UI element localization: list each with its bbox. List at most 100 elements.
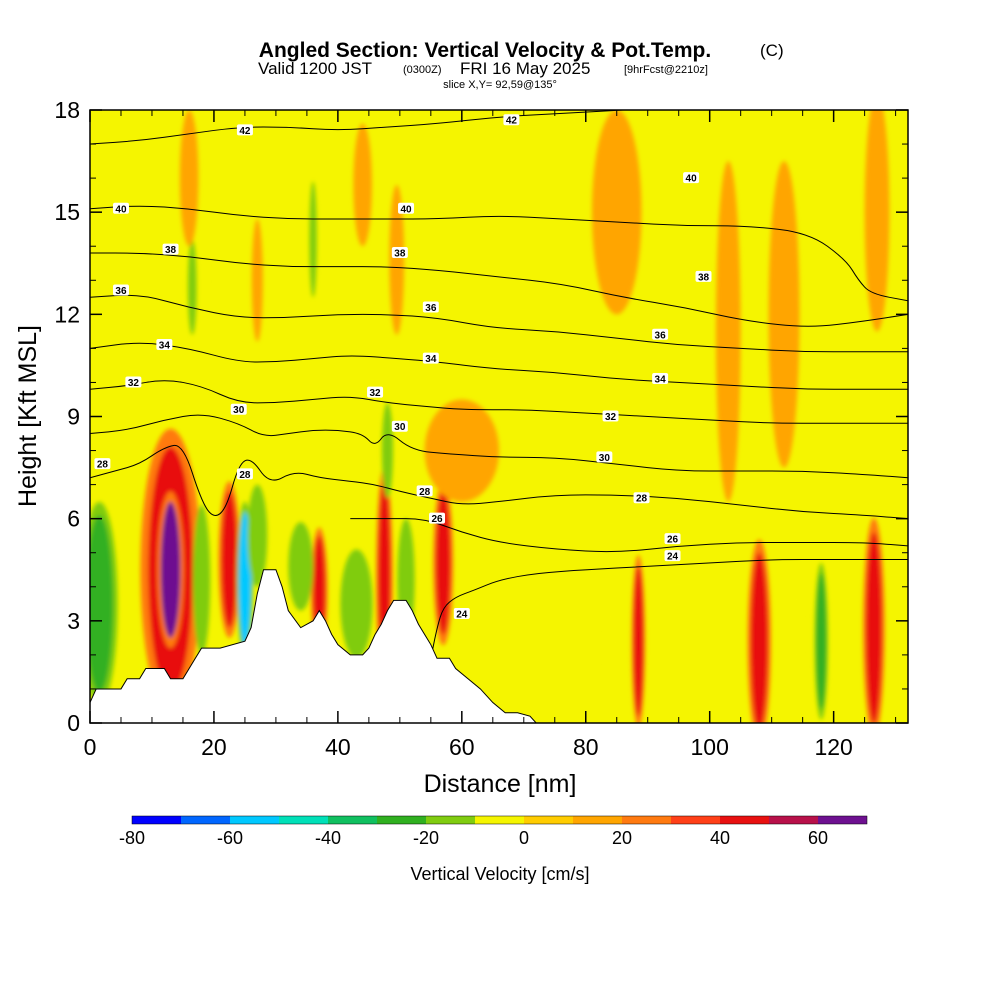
contour-label-38: 38 bbox=[698, 272, 710, 283]
contour-label-34: 34 bbox=[425, 354, 437, 365]
x-tick-label: 40 bbox=[325, 734, 351, 760]
colorbar-swatch bbox=[573, 816, 622, 824]
contour-label-bg bbox=[391, 247, 408, 259]
velocity-cell bbox=[633, 566, 644, 717]
colorbar-swatch bbox=[769, 816, 818, 824]
contour-label-bg bbox=[416, 485, 433, 497]
x-tick-label: 60 bbox=[449, 734, 475, 760]
contour-label-bg bbox=[94, 458, 111, 470]
contour-label-30: 30 bbox=[394, 422, 406, 433]
colorbar-tick-label: -60 bbox=[217, 828, 243, 848]
x-tick-label: 100 bbox=[691, 734, 729, 760]
contour-label-bg bbox=[367, 386, 384, 398]
chart-slice-label: slice X,Y= 92,59@135° bbox=[443, 79, 557, 91]
colorbar-title: Vertical Velocity [cm/s] bbox=[410, 864, 589, 884]
colorbar-tick-label: -40 bbox=[315, 828, 341, 848]
velocity-cell bbox=[381, 402, 394, 499]
contour-label-24: 24 bbox=[456, 610, 468, 621]
contour-line-32 bbox=[90, 380, 908, 424]
y-tick-label: 15 bbox=[54, 199, 80, 225]
contour-line-30 bbox=[90, 414, 908, 479]
contour-label-28: 28 bbox=[97, 460, 109, 471]
plot-area: 24 24 26 26 28 28 28 28 30 30 30 32 32 32 34 34 34 36 36 36… bbox=[90, 110, 908, 723]
contour-label-24: 24 bbox=[667, 552, 679, 563]
y-tick-label: 12 bbox=[54, 301, 80, 327]
contour-label-bg bbox=[236, 468, 253, 480]
x-tick-label: 80 bbox=[573, 734, 599, 760]
velocity-cell bbox=[247, 484, 268, 587]
contour-label-26: 26 bbox=[667, 535, 679, 546]
contour-line-34 bbox=[90, 342, 908, 390]
contour-label-32: 32 bbox=[605, 412, 617, 423]
contour-label-bg bbox=[230, 403, 247, 415]
subtitle-forecast: [9hrFcst@2210z] bbox=[624, 64, 708, 76]
contour-label-bg bbox=[602, 410, 619, 422]
contour-label-bg bbox=[236, 124, 253, 136]
contour-line-24 bbox=[430, 559, 908, 659]
contour-label-32: 32 bbox=[369, 388, 381, 399]
contour-line-40 bbox=[90, 205, 908, 302]
colorbar-swatch bbox=[132, 816, 181, 824]
x-tick-label: 0 bbox=[84, 734, 97, 760]
contour-label-bg bbox=[112, 202, 129, 214]
velocity-cell bbox=[816, 573, 827, 710]
colorbar-tick-label: -80 bbox=[119, 828, 145, 848]
colorbar-swatch bbox=[181, 816, 230, 824]
contour-label-28: 28 bbox=[239, 470, 251, 481]
contour-label-bg bbox=[596, 451, 613, 463]
contour-label-bg bbox=[503, 114, 520, 126]
vertical-velocity-field bbox=[90, 110, 890, 723]
velocity-cell bbox=[192, 505, 211, 655]
colorbar-swatch bbox=[377, 816, 426, 824]
velocity-cell bbox=[90, 515, 113, 693]
contour-label-bg bbox=[429, 512, 446, 524]
velocity-cell bbox=[865, 532, 882, 723]
velocity-cell bbox=[792, 566, 801, 703]
x-tick-label: 120 bbox=[814, 734, 852, 760]
contour-label-30: 30 bbox=[233, 405, 245, 416]
contour-line-38 bbox=[90, 252, 908, 327]
velocity-cell bbox=[251, 218, 263, 342]
chart-title: Angled Section: Vertical Velocity & Pot.… bbox=[259, 39, 711, 62]
contour-label-bg bbox=[162, 243, 179, 255]
chart-title-unit: (C) bbox=[760, 41, 784, 60]
terrain bbox=[90, 569, 908, 723]
colorbar-swatch bbox=[230, 816, 279, 824]
velocity-cell bbox=[606, 586, 615, 710]
y-tick-label: 0 bbox=[67, 710, 80, 736]
velocity-cell bbox=[353, 123, 372, 247]
contour-label-42: 42 bbox=[506, 116, 518, 127]
contour-label-bg bbox=[652, 328, 669, 340]
velocity-cell bbox=[187, 239, 197, 335]
colorbar-swatch bbox=[524, 816, 573, 824]
contour-label-bg bbox=[695, 270, 712, 282]
velocity-cell bbox=[768, 161, 800, 468]
subtitle-valid-utc: (0300Z) bbox=[403, 64, 442, 76]
colorbar-swatch bbox=[671, 816, 720, 824]
contour-label-bg bbox=[453, 608, 470, 620]
velocity-cell bbox=[216, 225, 224, 322]
contour-label-bg bbox=[422, 301, 439, 313]
contour-line-26 bbox=[350, 518, 908, 553]
contour-label-40: 40 bbox=[115, 204, 127, 215]
contour-label-36: 36 bbox=[115, 286, 127, 297]
contour-label-bg bbox=[125, 376, 142, 388]
contour-label-bg bbox=[683, 172, 700, 184]
colorbar-swatch bbox=[279, 816, 328, 824]
x-axis-label: Distance [nm] bbox=[424, 770, 577, 798]
contour-label-40: 40 bbox=[400, 204, 412, 215]
velocity-cell bbox=[389, 184, 405, 335]
contour-label-40: 40 bbox=[686, 174, 698, 185]
contour-label-bg bbox=[422, 352, 439, 364]
contour-label-26: 26 bbox=[431, 514, 443, 525]
colorbar-tick-label: 60 bbox=[808, 828, 828, 848]
velocity-cell bbox=[424, 399, 499, 502]
colorbar-tick-label: -20 bbox=[413, 828, 439, 848]
colorbar: -80 -60 -40 -20 0 20 40 60 bbox=[119, 815, 868, 848]
velocity-cell bbox=[340, 549, 373, 659]
colorbar-swatch bbox=[622, 816, 671, 824]
colorbar-frame bbox=[131, 815, 868, 825]
contour-label-bg bbox=[398, 202, 415, 214]
